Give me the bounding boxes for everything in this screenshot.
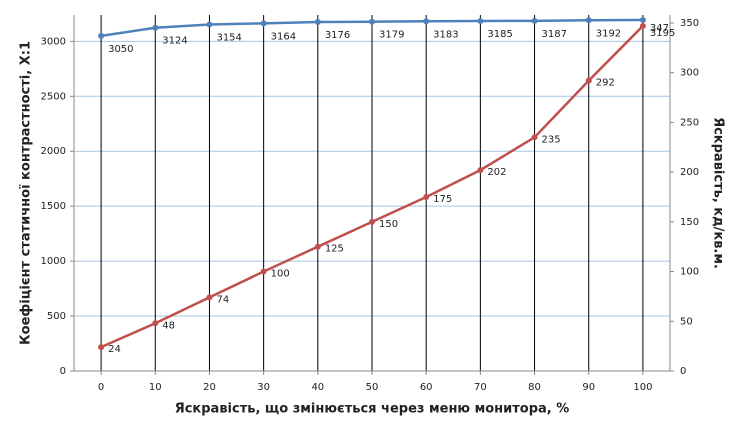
x-tick-label: 90 [582, 382, 595, 393]
value-label: 3050 [108, 44, 133, 55]
value-label: 202 [487, 167, 506, 178]
value-label: 3164 [271, 31, 296, 42]
y-tick-label: 0 [60, 366, 66, 377]
y2-tick-label: 150 [680, 217, 699, 228]
value-label: 74 [216, 294, 229, 305]
value-label: 150 [379, 219, 398, 230]
point [639, 16, 646, 23]
point [206, 294, 213, 301]
point [152, 320, 159, 327]
point [477, 18, 484, 25]
point [639, 22, 646, 29]
x-tick-label: 20 [203, 382, 216, 393]
point [477, 167, 484, 174]
y-tick-label: 1500 [41, 201, 66, 212]
point [423, 193, 430, 200]
point [206, 21, 213, 28]
y-axis-title: Коефіцієнт статичної контрастності, X:1 [19, 41, 34, 345]
value-label: 3179 [379, 30, 404, 41]
point [152, 24, 159, 31]
x-tick-label: 60 [420, 382, 433, 393]
value-label: 3185 [487, 29, 512, 40]
point [314, 19, 321, 26]
y2-axis-title: Яскравість, кд/кв.м. [711, 117, 726, 269]
y-tick-label: 3000 [41, 36, 66, 47]
point [423, 18, 430, 25]
value-label: 235 [542, 134, 561, 145]
x-tick-label: 80 [528, 382, 541, 393]
y2-tick-label: 100 [680, 267, 699, 278]
y2-tick-label: 50 [680, 316, 693, 327]
x-tick-label: 100 [633, 382, 652, 393]
value-label: 3154 [216, 32, 241, 43]
value-label: 3192 [596, 28, 621, 39]
y2-tick-label: 300 [680, 68, 699, 79]
point [98, 344, 105, 351]
value-label: 125 [325, 244, 344, 255]
value-label: 175 [433, 194, 452, 205]
x-tick-label: 40 [311, 382, 324, 393]
point [98, 32, 105, 39]
y-tick-label: 2500 [41, 91, 66, 102]
value-label: 48 [162, 320, 175, 331]
value-label: 3195 [650, 28, 675, 39]
x-tick-label: 50 [366, 382, 379, 393]
y2-tick-label: 350 [680, 18, 699, 29]
y2-tick-label: 200 [680, 167, 699, 178]
value-label: 347 [650, 23, 669, 34]
point [260, 20, 267, 27]
value-label: 292 [596, 78, 615, 89]
y2-tick-label: 250 [680, 117, 699, 128]
x-axis-title: Яскравість, що змінюється через меню мон… [175, 402, 570, 417]
value-label: 24 [108, 344, 121, 355]
y-tick-label: 2000 [41, 146, 66, 157]
x-tick-label: 10 [149, 382, 162, 393]
point [260, 268, 267, 275]
point [369, 218, 375, 225]
value-label: 3187 [542, 29, 567, 40]
point [531, 17, 538, 24]
y2-tick-label: 0 [680, 366, 686, 377]
y-tick-label: 500 [47, 311, 66, 322]
y-tick-label: 1000 [41, 256, 66, 267]
point [531, 134, 538, 141]
point [585, 17, 592, 24]
x-tick-label: 30 [257, 382, 270, 393]
x-tick-label: 0 [98, 382, 104, 393]
value-label: 3176 [325, 30, 350, 41]
point [314, 243, 321, 250]
point [369, 18, 375, 25]
value-label: 3124 [162, 36, 187, 47]
value-label: 3183 [433, 29, 458, 40]
point [585, 77, 592, 84]
value-label: 100 [271, 269, 290, 280]
x-tick-label: 70 [474, 382, 487, 393]
